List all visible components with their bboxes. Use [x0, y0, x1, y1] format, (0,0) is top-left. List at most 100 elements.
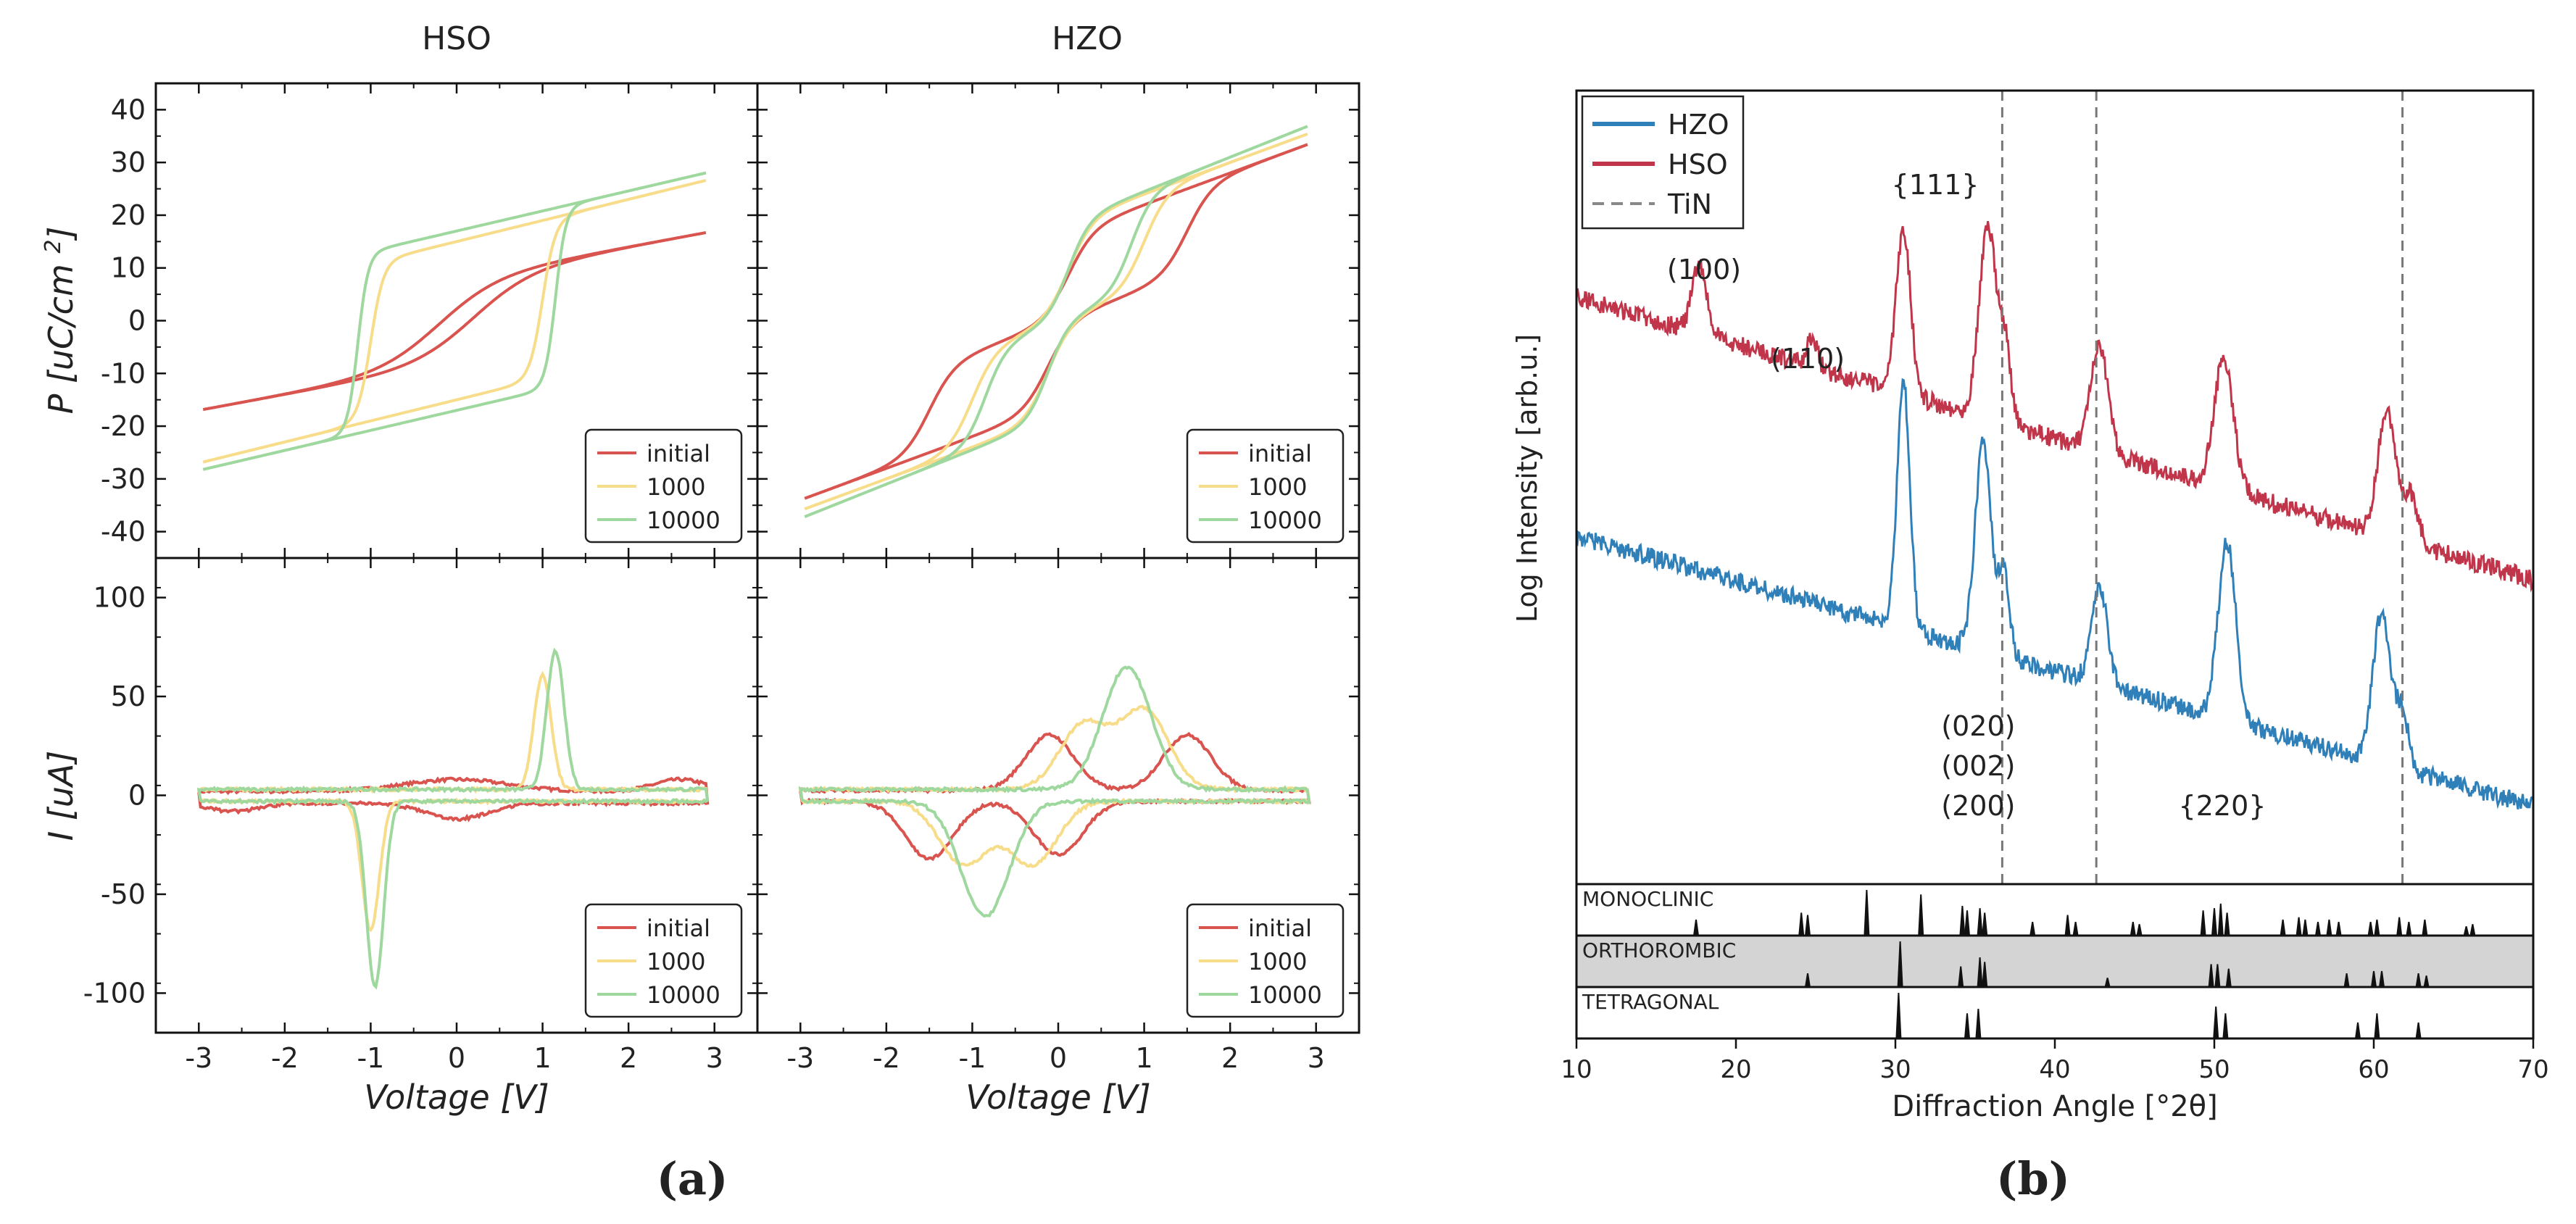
reference-peak — [2423, 975, 2430, 988]
panel-pe-hso: 40 30 20 10 0 -10 -20 -30 -40 initial 1000 10000 — [101, 82, 759, 559]
xrd-peak-label: (100) — [1667, 254, 1741, 286]
reference-peak — [2406, 921, 2412, 936]
y-tick-label: 30 — [111, 146, 146, 178]
reference-peak — [1805, 915, 1811, 936]
reference-peak — [1964, 910, 1970, 936]
xrd-ylabel: Log Intensity [arb.u.] — [1511, 334, 1543, 623]
ylabel-close: ] — [41, 227, 80, 241]
xlabel-voltage-hzo: Voltage [V] — [965, 1078, 1150, 1117]
xrd-x-tick-label: 70 — [2517, 1055, 2548, 1084]
iv-curve-initial — [799, 731, 1311, 862]
xrd-xlabel: Diffraction Angle [°2θ] — [1892, 1090, 2217, 1123]
xrd-peak-label: (002) — [1941, 750, 2015, 782]
reference-peak — [1805, 973, 1811, 988]
x-tick-label: 2 — [620, 1042, 637, 1074]
xrd-x-tick-label: 30 — [1879, 1055, 1911, 1084]
reference-peak — [2104, 978, 2111, 988]
x-tick-label: 0 — [1050, 1042, 1067, 1074]
xrd-curve-HSO — [1575, 220, 2534, 593]
reference-peak — [2343, 973, 2350, 988]
reference-peak — [2208, 964, 2214, 988]
reference-row-label: ORTHOROMBIC — [1582, 938, 1736, 962]
reference-peak — [2072, 921, 2079, 936]
reference-peak — [2335, 921, 2342, 936]
legend-box — [584, 903, 743, 1018]
reference-peak — [2315, 921, 2321, 936]
reference-peak — [1964, 1013, 1970, 1039]
reference-peak — [2225, 968, 2232, 988]
ylabel-polarization-text: P [uC/cm — [41, 264, 80, 414]
iv-curve-10000 — [196, 647, 710, 990]
x-tick-label: 0 — [448, 1042, 465, 1074]
reference-row-label: MONOCLINIC — [1582, 887, 1713, 911]
pe-loop-1000 — [804, 133, 1308, 511]
legend-label: 10000 — [647, 507, 720, 534]
xrd-x-tick-label: 40 — [2039, 1055, 2070, 1084]
panel-iv-hzo: -3 -2 -1 0 1 2 3 initial 1000 10000 — [756, 557, 1360, 1074]
pe-loop-initial — [804, 143, 1308, 500]
legend-label: 1000 — [1248, 473, 1307, 501]
reference-peak — [2371, 970, 2377, 988]
x-tick-label: 1 — [1135, 1042, 1152, 1074]
legend-label: initial — [647, 915, 710, 942]
reference-peak — [2222, 1013, 2229, 1039]
reference-peak — [1693, 919, 1699, 936]
reference-peak — [2415, 1022, 2422, 1039]
pe-loop-1000 — [202, 178, 707, 464]
xrd-x-tick-label: 20 — [1720, 1055, 1751, 1084]
xlabel-voltage-hso: Voltage [V] — [364, 1078, 549, 1117]
pe-loop-initial — [202, 231, 707, 412]
legend-label: initial — [647, 440, 710, 467]
x-tick-label: -1 — [958, 1042, 986, 1074]
reference-peak — [2214, 964, 2221, 988]
iv-curve-1000 — [798, 704, 1311, 868]
y-tick-label: -10 — [101, 357, 146, 389]
xrd-legend-label: HSO — [1668, 149, 1728, 180]
y-tick-label: 20 — [111, 199, 146, 231]
reference-peak — [1864, 889, 1870, 936]
panel-pe-hzo: initial 1000 10000 — [756, 82, 1360, 559]
reference-peak — [2374, 919, 2380, 936]
reference-peak — [2469, 924, 2476, 936]
legend-box — [1186, 428, 1345, 544]
reference-peak — [2130, 921, 2136, 936]
legend-box — [1186, 903, 1345, 1018]
ylabel-current: I [uA] — [41, 751, 80, 841]
reference-peak — [1977, 908, 1983, 936]
label-a: (a) — [657, 1152, 728, 1205]
reference-peak — [2396, 917, 2403, 936]
y-tick-label: 0 — [128, 305, 146, 337]
legend-label: 10000 — [1248, 981, 1322, 1009]
reference-row — [1575, 883, 2535, 937]
reference-peak — [2422, 919, 2428, 936]
reference-peak — [2302, 919, 2309, 936]
reference-peak — [2463, 926, 2469, 936]
reference-peak — [2064, 915, 2071, 936]
x-tick-label: 1 — [533, 1042, 551, 1074]
xrd-peak-label: (020) — [1941, 710, 2015, 742]
x-tick-label: 3 — [706, 1042, 723, 1074]
y-tick-label: -50 — [101, 878, 146, 910]
xrd-peak-label: {111} — [1892, 169, 1979, 201]
xrd-legend-label: HZO — [1668, 109, 1729, 141]
y-tick-label: 50 — [111, 680, 146, 712]
legend-label: 10000 — [647, 981, 720, 1009]
x-tick-label: -2 — [873, 1042, 900, 1074]
x-tick-label: -3 — [786, 1042, 814, 1074]
reference-peak — [2224, 912, 2230, 936]
reference-peak — [1959, 905, 1966, 936]
xrd-x-tick-label: 10 — [1561, 1055, 1592, 1084]
xrd-peak-label: {220} — [2179, 790, 2267, 822]
y-tick-label: 10 — [111, 252, 146, 284]
reference-peak — [1895, 992, 1902, 1039]
reference-peak — [1975, 1008, 1982, 1039]
ylabel-superscript: 2 — [41, 240, 66, 254]
reference-peak — [2295, 917, 2302, 936]
reference-peak — [2280, 919, 2286, 936]
legend-label: 10000 — [1248, 507, 1322, 534]
panel-reference: MONOCLINIC ORTHOROMBIC TETRAGONAL 10 20 30 40 5… — [1561, 883, 2549, 1084]
reference-peak — [1798, 912, 1805, 936]
y-tick-label: -30 — [101, 463, 146, 495]
pe-loop-10000 — [804, 125, 1308, 518]
